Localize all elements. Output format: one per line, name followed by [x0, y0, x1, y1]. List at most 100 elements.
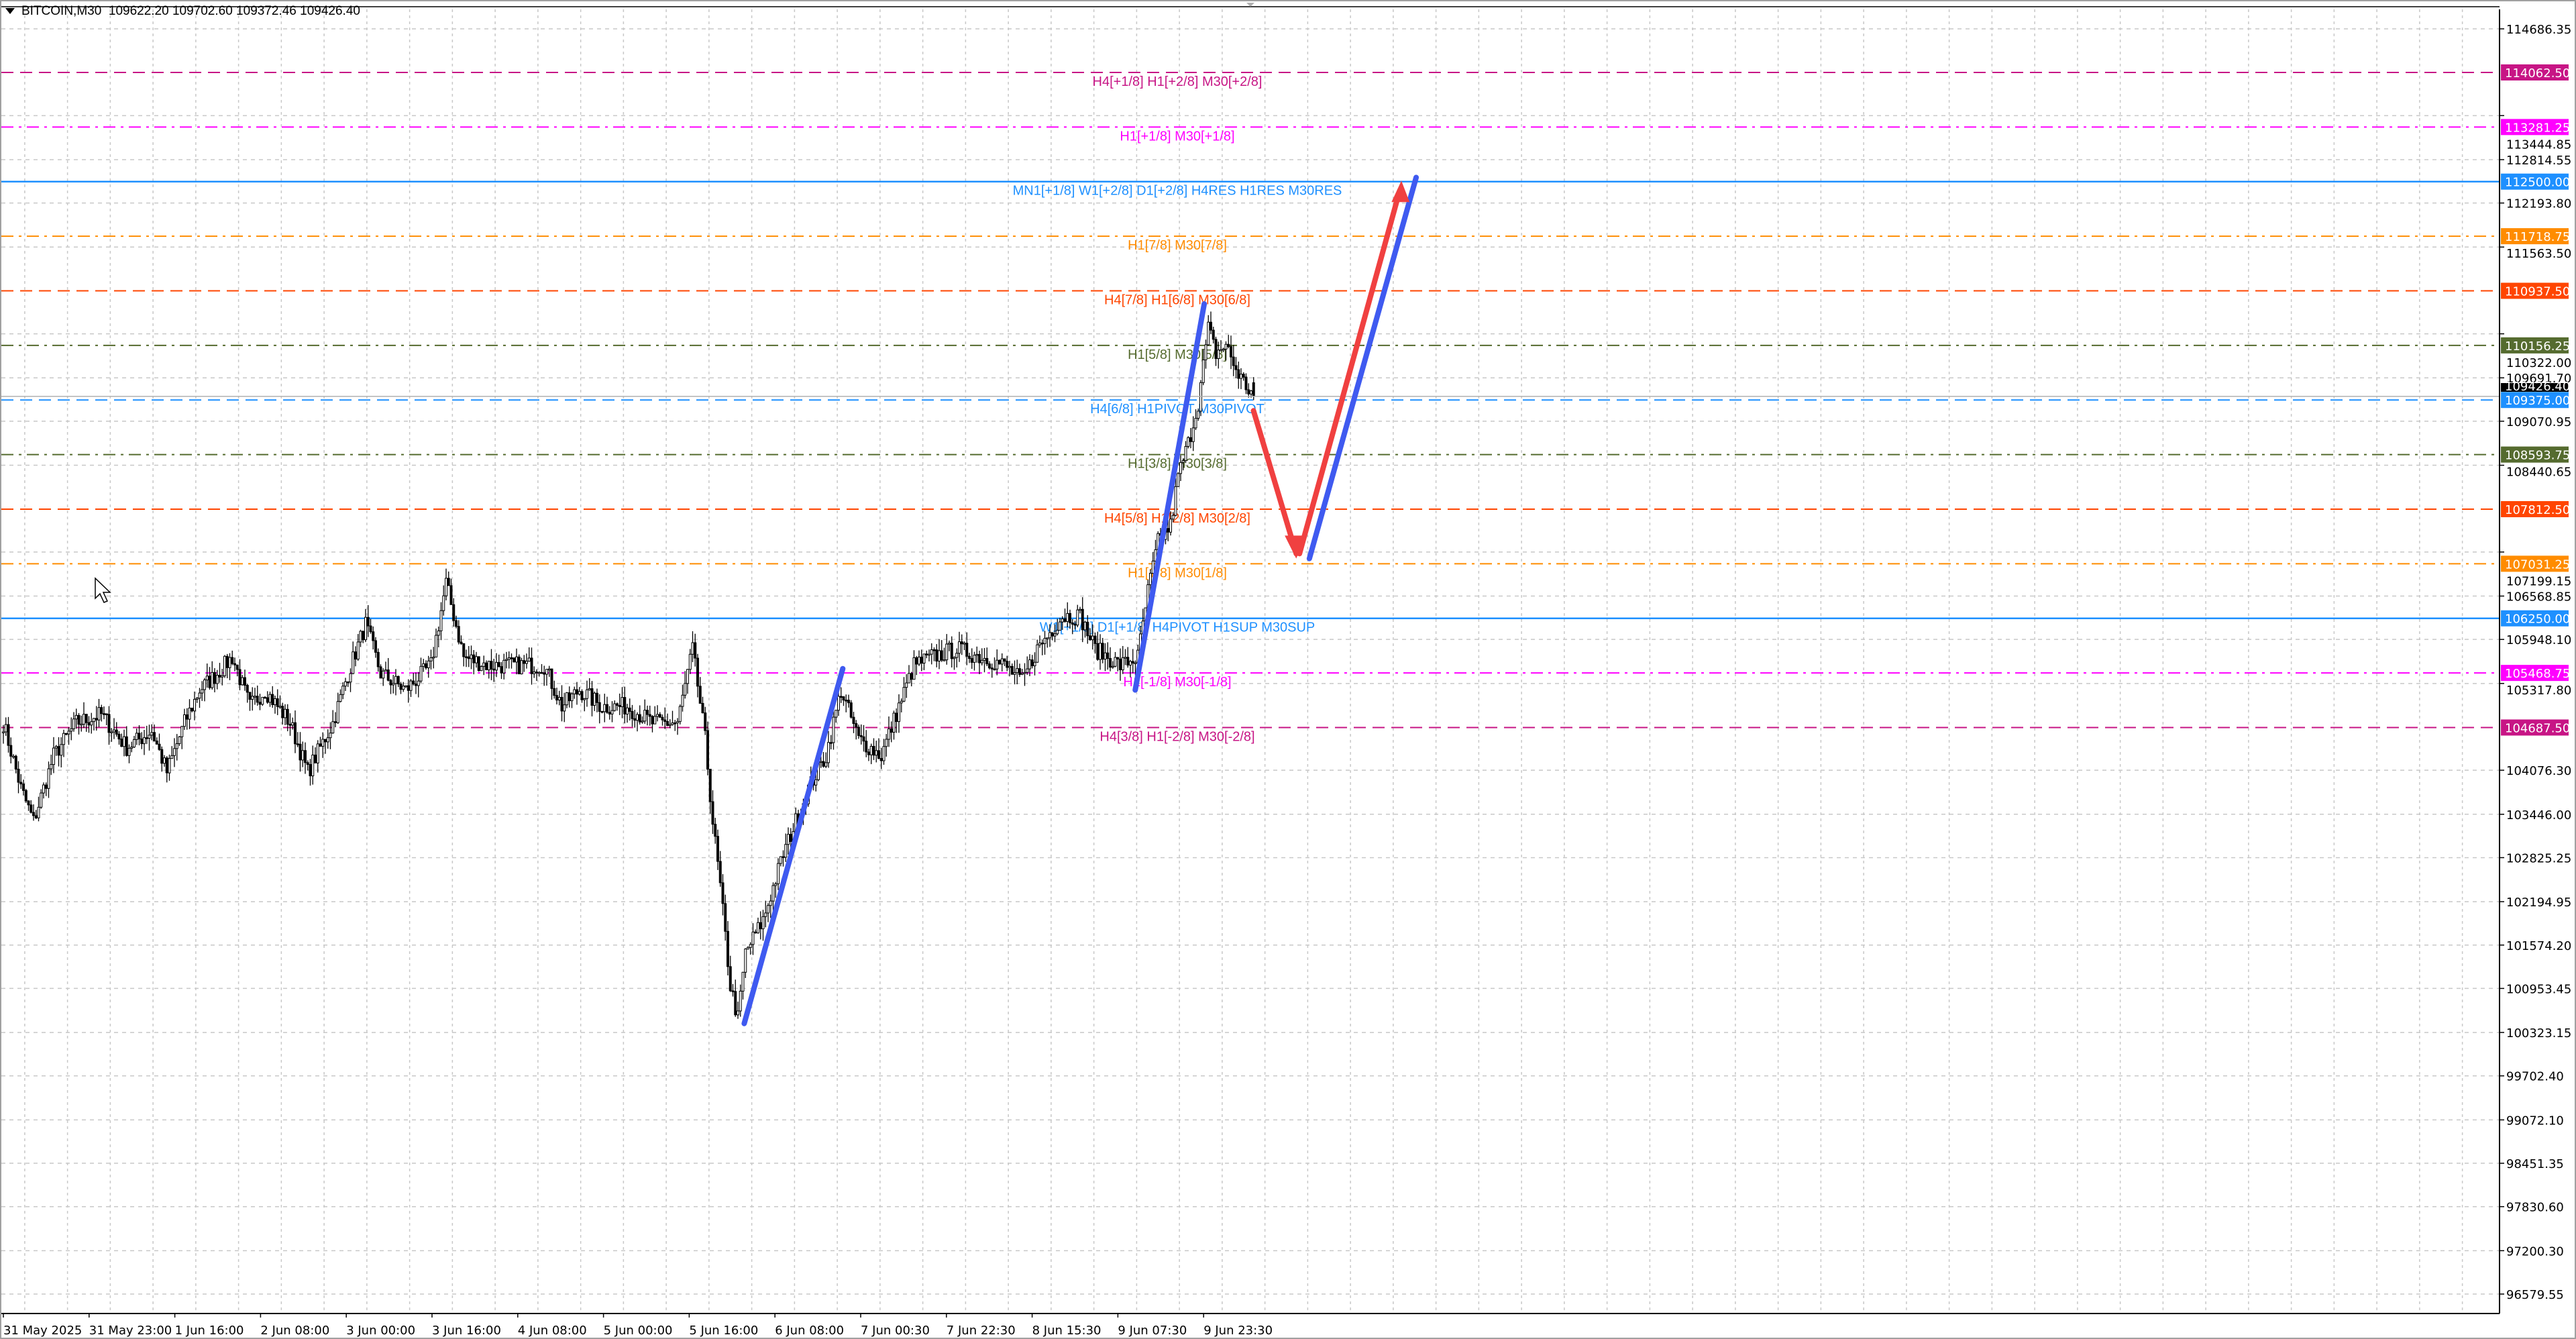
time-tick-label: 8 Jun 15:30 [1032, 1324, 1102, 1338]
price-tick-label: 99702.40 [2506, 1070, 2564, 1084]
price-tick-label: 104076.30 [2506, 764, 2571, 778]
price-tick-label: 105948.10 [2506, 633, 2571, 647]
current-price-label: 109426.40 [2505, 380, 2570, 394]
candle [613, 703, 616, 711]
candle [1036, 644, 1039, 663]
candle [215, 675, 219, 684]
candle [885, 739, 888, 747]
candle [1189, 437, 1192, 442]
candle [759, 922, 762, 930]
time-tick-label: 5 Jun 00:00 [604, 1324, 673, 1338]
candle [1051, 632, 1054, 637]
candle [1008, 665, 1011, 668]
candle [276, 698, 279, 707]
candle [668, 724, 672, 727]
time-tick-label: 3 Jun 00:00 [346, 1324, 415, 1338]
price-tick-label: 114686.35 [2506, 23, 2571, 37]
price-level-tag [2501, 500, 2569, 517]
candle [628, 707, 631, 712]
candle [470, 654, 473, 659]
candle [593, 692, 596, 706]
candle [747, 947, 749, 950]
candle [1126, 657, 1130, 665]
candle [656, 714, 659, 717]
candle [1121, 657, 1124, 671]
time-tick-label: 31 May 23:00 [89, 1324, 172, 1338]
candle [1071, 622, 1074, 625]
candle [895, 712, 898, 722]
candle [201, 689, 204, 694]
candle [698, 686, 702, 704]
candle [606, 704, 608, 713]
candle [1214, 339, 1218, 359]
candle [1003, 658, 1006, 662]
candle [475, 656, 478, 663]
candle [223, 655, 226, 676]
candle [751, 931, 755, 945]
price-level-tag-label: 113281.25 [2505, 121, 2570, 135]
candle [1124, 657, 1127, 659]
candle [34, 815, 38, 818]
price-level-tag [2501, 337, 2569, 354]
triangle-down-icon[interactable] [5, 8, 15, 15]
murrey-level-label: H4[+1/8] H1[+2/8] M30[+2/8] [1093, 74, 1263, 89]
candle [1053, 633, 1057, 637]
candle [379, 666, 382, 679]
candle [299, 743, 302, 761]
candle [261, 696, 264, 705]
candle [822, 761, 825, 767]
candle [1184, 445, 1187, 462]
candle [839, 696, 843, 698]
candle [123, 736, 125, 747]
candle [57, 746, 60, 756]
price-level-tag [2501, 719, 2569, 736]
murrey-level-label: H1[-1/8] M30[-1/8] [1123, 675, 1231, 690]
candle [165, 757, 168, 773]
candle [563, 704, 566, 712]
price-tick-label: 106568.85 [2506, 590, 2571, 604]
candle [274, 698, 276, 705]
candle [983, 657, 986, 661]
candle [855, 723, 858, 728]
candle [389, 680, 392, 686]
candle [376, 651, 380, 667]
candle [324, 739, 327, 743]
candle [344, 681, 347, 687]
murrey-level-label: W1[+1/8] D1[+1/8] H4PIVOT H1SUP M30SUP [1040, 621, 1316, 635]
candle [867, 751, 870, 755]
candle [872, 746, 875, 756]
candle [691, 642, 694, 655]
price-level-tag [2501, 446, 2569, 463]
candle [774, 883, 777, 886]
candle [1091, 635, 1094, 641]
candle [945, 643, 949, 661]
candle [530, 657, 533, 674]
candle [77, 714, 80, 725]
candle [158, 743, 161, 750]
candle [771, 885, 775, 902]
candle [950, 643, 953, 659]
candle [684, 683, 687, 696]
candle [442, 595, 445, 611]
candle [1018, 668, 1021, 675]
arrow-head-down-icon [1285, 535, 1306, 559]
price-level-tag [2501, 228, 2569, 245]
candle [1089, 635, 1091, 641]
candle [875, 750, 878, 756]
candle [636, 714, 639, 721]
candle [1079, 608, 1081, 611]
candle [12, 755, 15, 758]
candle [1134, 662, 1137, 664]
candle [251, 696, 254, 700]
candle [288, 724, 292, 726]
forecast-line-down [1250, 408, 1299, 557]
candle [145, 737, 148, 739]
candle [314, 754, 317, 763]
candle [213, 672, 216, 684]
candle [54, 746, 58, 749]
candle [953, 657, 956, 659]
current-price-tag [2501, 383, 2569, 392]
candle [321, 739, 325, 747]
